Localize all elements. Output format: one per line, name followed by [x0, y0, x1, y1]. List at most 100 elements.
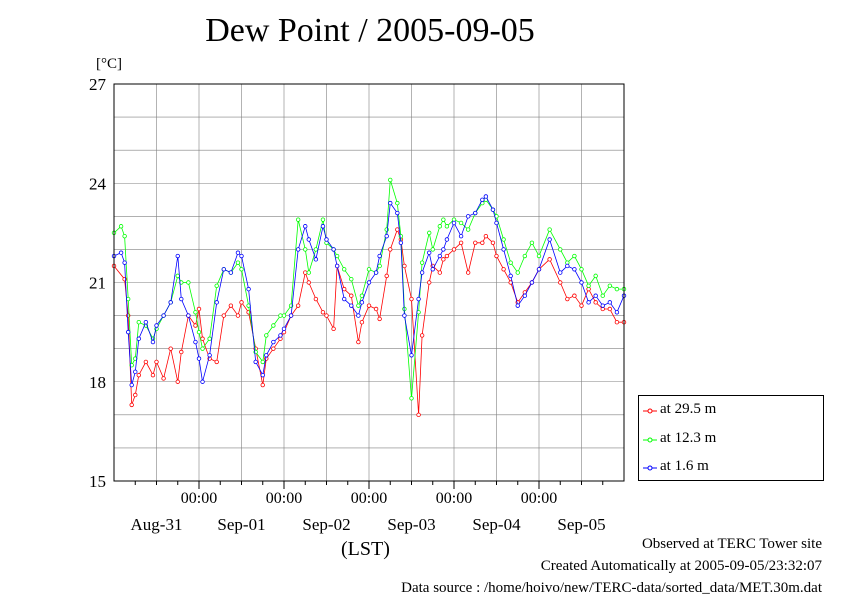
data-point: [494, 253, 499, 259]
data-point: [193, 310, 198, 315]
data-point: [427, 230, 432, 236]
data-point: [614, 310, 620, 315]
data-point: [529, 240, 535, 245]
data-point: [579, 267, 584, 272]
data-point: [607, 300, 613, 305]
data-point: [366, 303, 372, 308]
x-day-label: Sep-01: [217, 515, 265, 534]
data-point: [122, 233, 127, 239]
data-point: [430, 267, 435, 272]
data-point: [480, 240, 485, 245]
data-point: [600, 293, 605, 298]
x-hour-tick-label: 00:00: [181, 490, 217, 507]
data-point: [572, 253, 577, 259]
data-point: [384, 233, 389, 239]
data-point: [324, 237, 329, 242]
data-point: [384, 273, 389, 279]
data-point: [377, 316, 382, 322]
data-point: [186, 280, 191, 285]
data-point: [150, 339, 156, 345]
x-day-label: Aug-31: [131, 515, 183, 534]
data-point: [388, 247, 393, 252]
data-point: [196, 329, 202, 335]
data-point: [133, 369, 138, 375]
data-point: [593, 293, 598, 298]
data-point: [264, 333, 269, 338]
data-point: [349, 276, 354, 282]
data-point: [547, 237, 552, 242]
data-point: [607, 283, 613, 289]
data-point: [334, 263, 340, 269]
data-point: [416, 296, 421, 302]
data-point: [342, 286, 347, 292]
data-point: [359, 300, 365, 305]
data-point: [565, 296, 570, 302]
data-point: [536, 267, 542, 272]
data-point: [384, 227, 389, 232]
data-point: [359, 320, 365, 325]
footer-created: Created Automatically at 2005-09-05/23:3…: [540, 558, 822, 574]
data-point: [458, 240, 464, 245]
x-tick-labels: 00:00 00:00 00:00 00:00 00:00 Aug-31 Sep-01 Sep…: [131, 490, 606, 534]
data-point: [419, 260, 425, 265]
data-point: [214, 300, 219, 305]
data-point: [437, 270, 443, 275]
legend-label-1-6m: at 1.6 m: [660, 458, 709, 474]
data-point: [547, 227, 552, 232]
data-point: [278, 313, 283, 318]
data-point: [356, 303, 361, 308]
data-point: [221, 267, 226, 272]
data-point: [490, 207, 496, 212]
data-point: [536, 253, 542, 259]
data-point: [320, 310, 326, 315]
data-point: [416, 412, 421, 418]
data-point: [419, 333, 425, 338]
data-point: [175, 379, 180, 384]
data-point: [235, 250, 241, 255]
data-point: [136, 372, 141, 378]
data-point: [373, 306, 379, 312]
data-point: [320, 224, 326, 229]
data-point: [494, 220, 499, 226]
data-point: [451, 247, 457, 252]
data-point: [122, 260, 127, 265]
data-point: [207, 353, 212, 358]
data-point: [143, 320, 149, 325]
data-point: [565, 263, 570, 269]
legend: at 29.5 m at 12.3 m at 1.6 m: [638, 395, 824, 481]
data-point: [547, 257, 552, 262]
data-point: [356, 339, 361, 345]
plot-frame: [113, 83, 625, 482]
x-hour-tick-label: 00:00: [436, 490, 472, 507]
y-tick-label: 15: [89, 472, 106, 491]
data-point: [161, 313, 166, 318]
x-day-label: Sep-03: [387, 515, 435, 534]
data-point: [586, 283, 591, 289]
y-tick-label: 18: [89, 373, 106, 392]
legend-item-12-3m: at 12.3 m: [639, 430, 825, 450]
data-point: [281, 326, 287, 332]
data-point: [150, 372, 156, 378]
data-point: [558, 280, 563, 285]
data-point: [129, 402, 134, 408]
x-day-label: Sep-05: [557, 515, 605, 534]
data-point: [136, 336, 141, 341]
data-point: [515, 270, 520, 275]
data-point: [235, 260, 241, 265]
data-point: [349, 293, 354, 298]
y-tick-label: 24: [89, 174, 107, 193]
data-point: [409, 353, 414, 358]
data-point: [288, 313, 294, 318]
data-point: [154, 359, 159, 365]
data-point: [214, 283, 219, 289]
data-point: [529, 280, 535, 285]
data-point: [342, 296, 347, 302]
data-point: [306, 237, 311, 242]
data-point: [586, 300, 591, 305]
data-point: [614, 286, 620, 292]
data-point: [558, 247, 563, 252]
footer-observed: Observed at TERC Tower site: [641, 536, 822, 552]
data-point: [483, 233, 489, 239]
data-point: [522, 293, 528, 298]
